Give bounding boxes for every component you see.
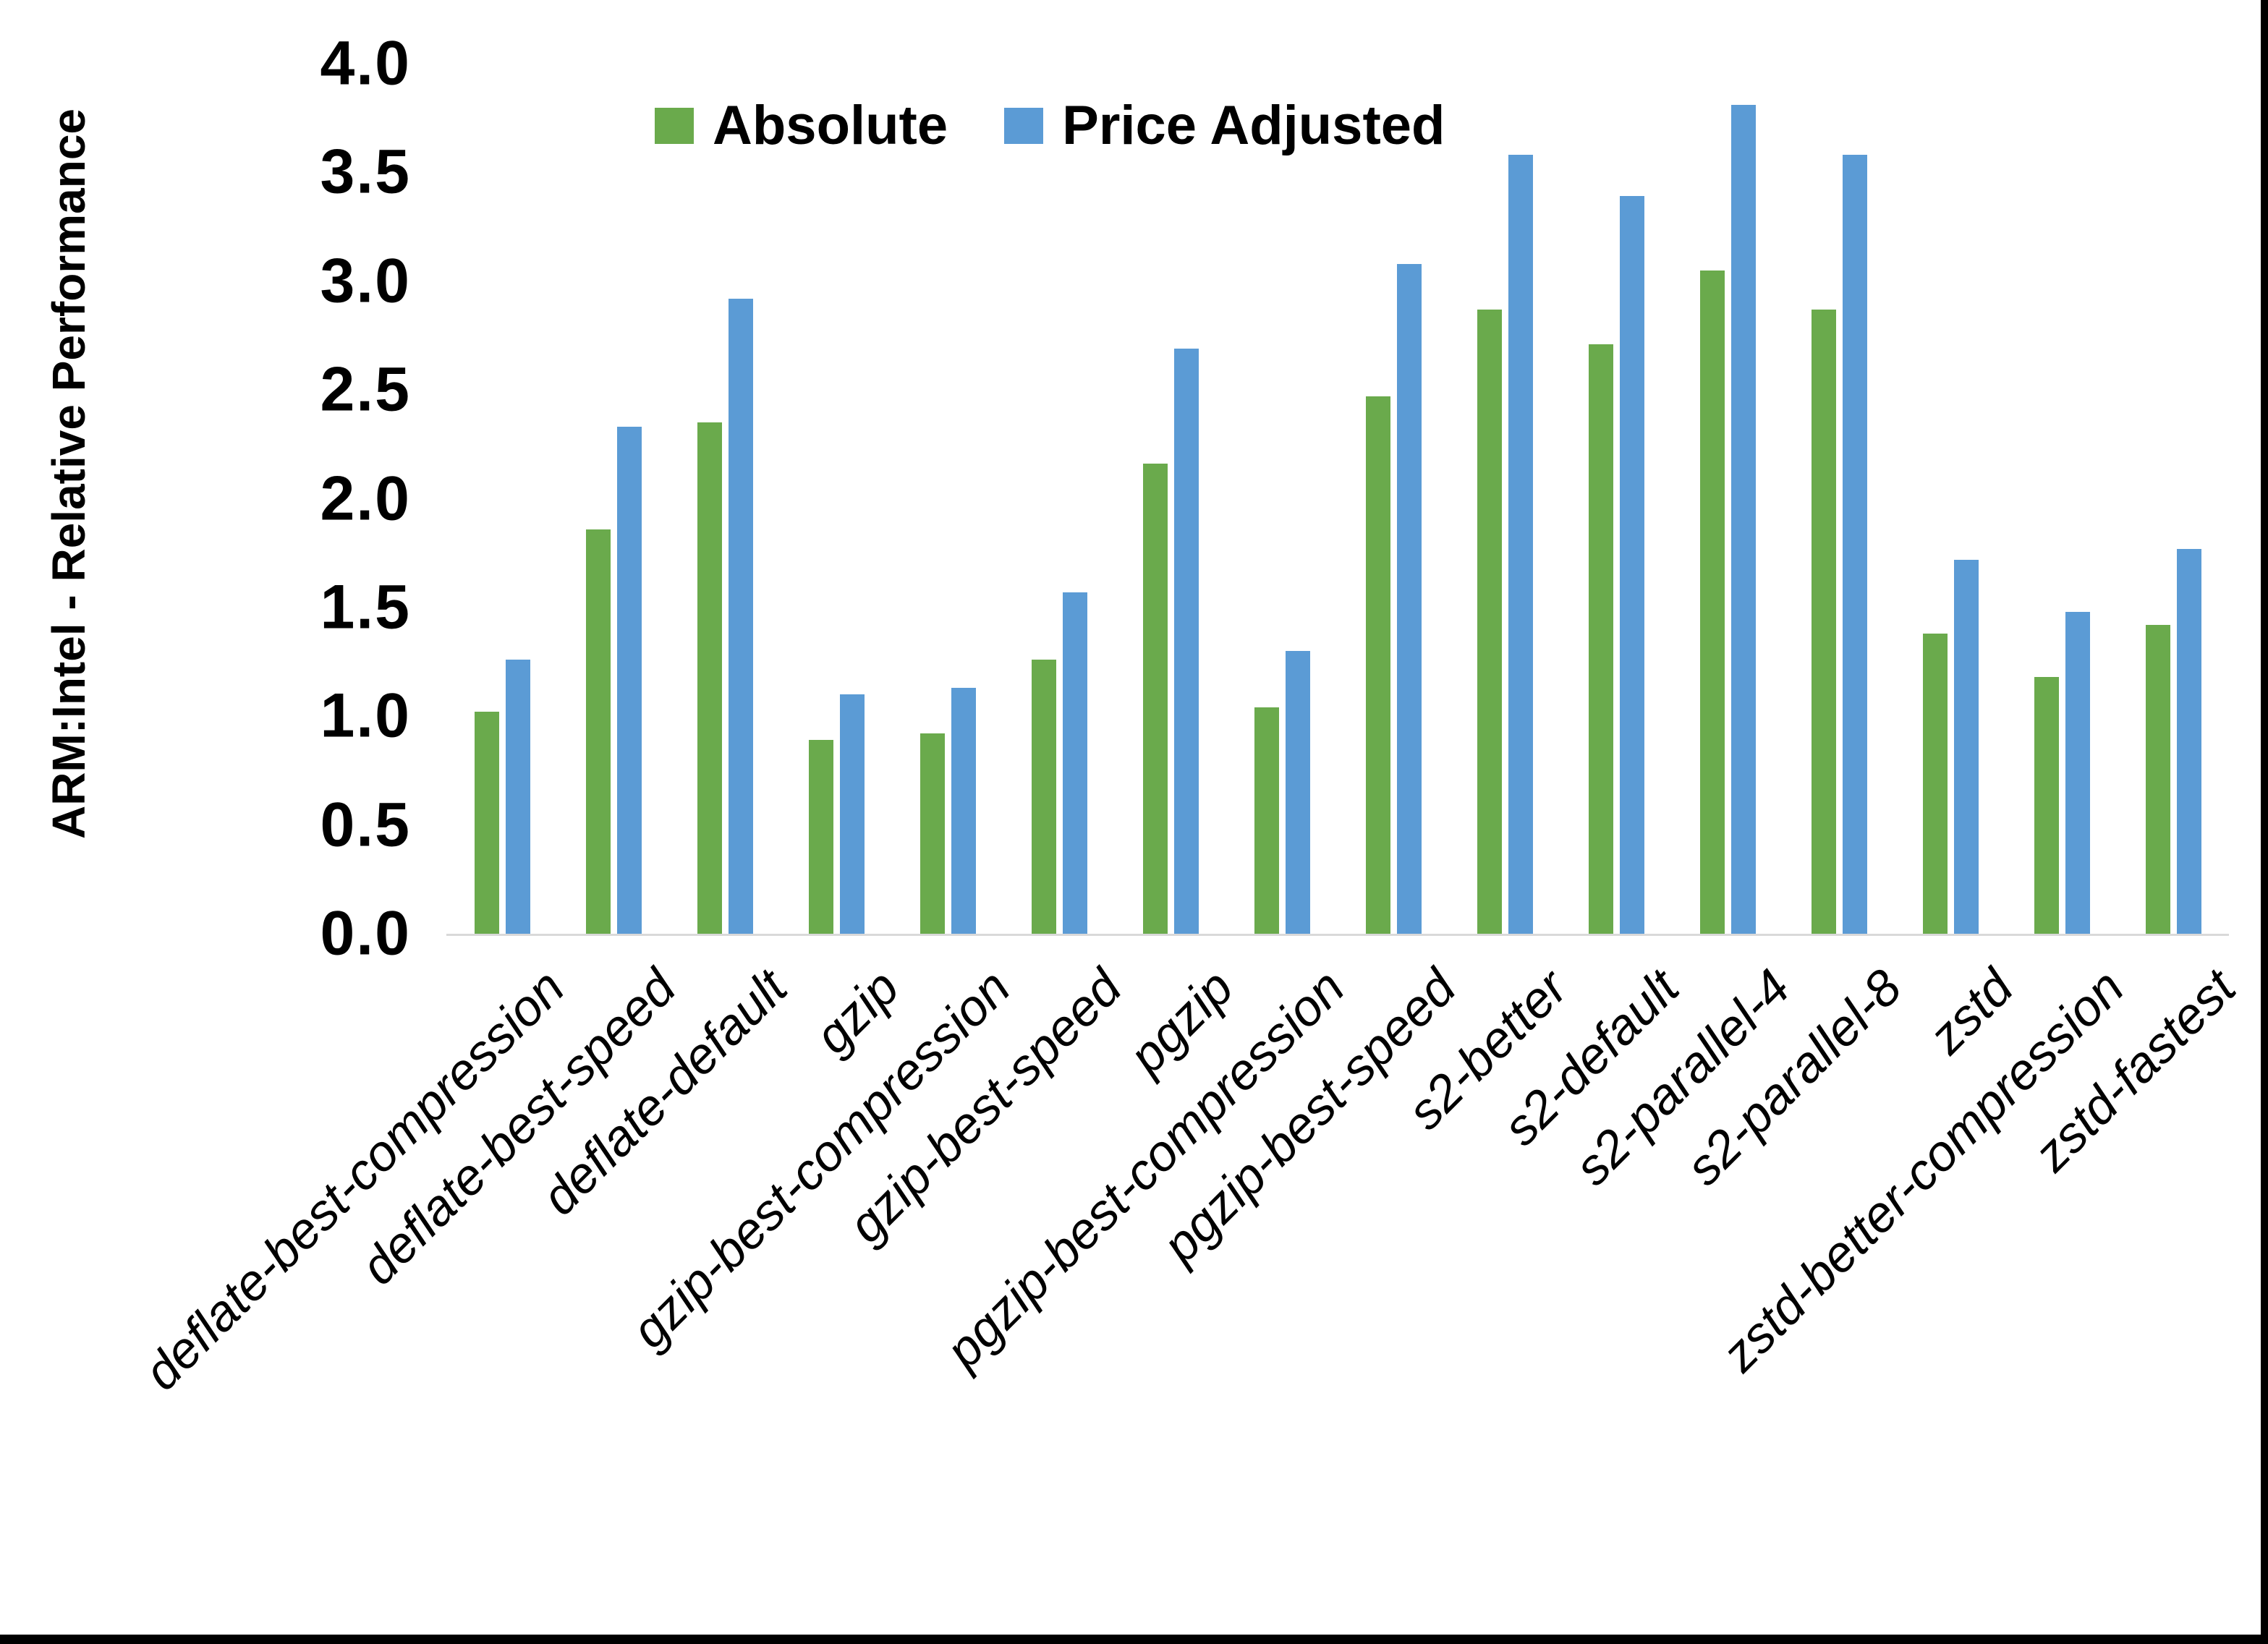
bar-absolute-gzip-best-speed bbox=[1031, 660, 1056, 934]
screenshot-right-border bbox=[2261, 0, 2268, 1644]
legend-swatch-price-adjusted bbox=[1004, 107, 1044, 144]
bar-price-adjusted-s2-better bbox=[1508, 155, 1533, 934]
bar-absolute-gzip-best-compression bbox=[919, 733, 945, 934]
bar-price-adjusted-zstd bbox=[1953, 559, 1979, 934]
bar-group-deflate-default bbox=[669, 64, 781, 934]
bar-group-pgzip-best-speed bbox=[1338, 64, 1449, 934]
bar-price-adjusted-pgzip-best-compression bbox=[1285, 651, 1310, 934]
bar-absolute-zstd bbox=[1922, 633, 1948, 934]
bar-group-s2-parallel-8 bbox=[1783, 64, 1895, 934]
bar-absolute-s2-parallel-8 bbox=[1811, 309, 1836, 934]
bar-group-zstd-better-compression bbox=[2006, 64, 2118, 934]
bar-price-adjusted-zstd-better-compression bbox=[2065, 611, 2090, 934]
bar-absolute-s2-default bbox=[1588, 344, 1613, 934]
legend-entry-price-adjusted: Price Adjusted bbox=[1004, 94, 1445, 157]
bar-absolute-s2-better bbox=[1477, 309, 1502, 934]
bar-price-adjusted-s2-default bbox=[1619, 196, 1644, 934]
bar-price-adjusted-s2-parallel-8 bbox=[1842, 155, 1867, 934]
legend-swatch-absolute bbox=[655, 107, 694, 144]
x-category-label-deflate-best-compression: deflate-best-compression bbox=[132, 958, 575, 1401]
bar-group-zstd-fastest bbox=[2118, 64, 2229, 934]
bar-group-deflate-best-speed bbox=[558, 64, 669, 934]
y-tick-label-0.0: 0.0 bbox=[320, 898, 411, 968]
bar-price-adjusted-gzip bbox=[839, 694, 865, 934]
bar-group-s2-better bbox=[1449, 64, 1560, 934]
bar-price-adjusted-pgzip-best-speed bbox=[1396, 263, 1422, 934]
bar-group-s2-default bbox=[1560, 64, 1672, 934]
bar-price-adjusted-gzip-best-compression bbox=[951, 688, 976, 934]
bar-absolute-zstd-fastest bbox=[2145, 624, 2170, 934]
bar-absolute-zstd-better-compression bbox=[2034, 677, 2059, 934]
bar-price-adjusted-deflate-best-speed bbox=[616, 427, 642, 934]
plot-area bbox=[446, 64, 2229, 936]
bar-absolute-s2-parallel-4 bbox=[1699, 270, 1725, 934]
bar-absolute-pgzip-best-compression bbox=[1254, 707, 1279, 934]
bar-price-adjusted-deflate-best-compression bbox=[505, 660, 530, 934]
bar-price-adjusted-pgzip bbox=[1173, 348, 1199, 934]
bar-group-pgzip bbox=[1115, 64, 1226, 934]
legend-label-price-adjusted: Price Adjusted bbox=[1062, 95, 1445, 156]
bar-absolute-deflate-default bbox=[697, 422, 722, 934]
bar-group-zstd bbox=[1895, 64, 2006, 934]
y-tick-label-2.5: 2.5 bbox=[320, 354, 411, 425]
bar-absolute-pgzip bbox=[1142, 464, 1168, 934]
legend-label-absolute: Absolute bbox=[713, 95, 948, 156]
bar-absolute-gzip bbox=[808, 740, 833, 934]
y-tick-label-3.0: 3.0 bbox=[320, 246, 411, 316]
bar-absolute-pgzip-best-speed bbox=[1365, 396, 1390, 934]
y-tick-label-1.5: 1.5 bbox=[320, 572, 411, 642]
bar-group-deflate-best-compression bbox=[446, 64, 558, 934]
y-tick-label-3.5: 3.5 bbox=[320, 137, 411, 207]
chart-legend: Absolute Price Adjusted bbox=[655, 94, 1445, 157]
bar-price-adjusted-deflate-default bbox=[728, 298, 753, 934]
bar-group-pgzip-best-compression bbox=[1226, 64, 1338, 934]
y-tick-label-2.0: 2.0 bbox=[320, 464, 411, 533]
legend-entry-absolute: Absolute bbox=[655, 94, 948, 157]
bar-group-gzip bbox=[781, 64, 892, 934]
bar-group-gzip-best-speed bbox=[1003, 64, 1115, 934]
y-tick-label-0.5: 0.5 bbox=[320, 790, 411, 860]
bar-price-adjusted-zstd-fastest bbox=[2176, 548, 2201, 934]
y-tick-label-4.0: 4.0 bbox=[320, 28, 411, 98]
y-tick-label-1.0: 1.0 bbox=[320, 681, 411, 751]
bar-group-gzip-best-compression bbox=[892, 64, 1003, 934]
bar-absolute-deflate-best-compression bbox=[474, 712, 499, 934]
bar-group-s2-parallel-4 bbox=[1672, 64, 1783, 934]
screenshot-bottom-border bbox=[0, 1635, 2268, 1644]
bar-price-adjusted-gzip-best-speed bbox=[1062, 592, 1087, 934]
bar-absolute-deflate-best-speed bbox=[585, 529, 611, 934]
bar-price-adjusted-s2-parallel-4 bbox=[1730, 105, 1756, 934]
